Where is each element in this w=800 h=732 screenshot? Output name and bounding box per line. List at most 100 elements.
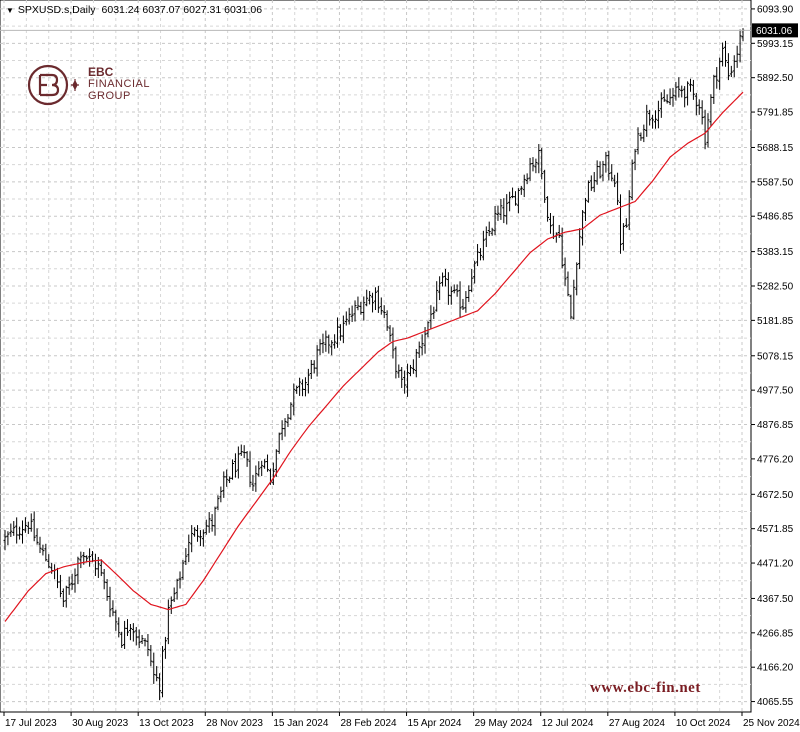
grid-lines: [0, 0, 751, 712]
ohlc-bar: [499, 199, 503, 220]
ohlc-bar: [738, 29, 742, 63]
ohlc-bar: [114, 609, 118, 631]
ohlc-bar: [671, 87, 675, 107]
current-price-label: 6031.06: [756, 26, 793, 37]
logo-line-2: FINANCIAL: [88, 78, 150, 90]
ohlc-bar: [41, 544, 45, 556]
ohlc-bar: [216, 495, 220, 511]
ohlc-bar: [557, 224, 561, 239]
ohlc-bar: [426, 321, 430, 338]
ohlc-bar: [303, 377, 307, 397]
ohlc-bar: [476, 244, 480, 267]
ohlc-bar: [543, 169, 547, 203]
ohlc-bar: [3, 530, 7, 551]
ohlc-bar: [726, 53, 730, 81]
ohlc-bar: [225, 469, 229, 487]
ohlc-bar: [353, 300, 357, 322]
ohlc-bar: [531, 157, 535, 172]
x-tick-label: 27 Aug 2024: [609, 718, 666, 729]
ohlc-bar: [143, 638, 147, 647]
ohlc-bar: [563, 257, 567, 286]
y-tick-label: 4571.85: [757, 524, 794, 535]
ohlc-bar: [201, 529, 205, 547]
ohlc-bar: [449, 286, 453, 305]
ohlc-bar: [458, 281, 462, 318]
ohlc-bar: [359, 301, 363, 315]
ohlc-bar: [336, 317, 340, 348]
ohlc-bar: [406, 363, 410, 397]
ohlc-bar: [274, 449, 278, 477]
ohlc-bar: [411, 359, 415, 374]
y-tick-label: 5892.50: [757, 73, 794, 84]
logo-line-3: GROUP: [88, 90, 131, 102]
ohlc-bar: [546, 196, 550, 222]
ohlc-bar: [38, 536, 42, 554]
collapse-triangle-icon[interactable]: ▼: [6, 6, 14, 15]
ohlc-bar: [210, 514, 214, 532]
ohlc-bar: [67, 576, 71, 595]
ohlc-bar: [169, 596, 173, 614]
ohlc-bar: [540, 148, 544, 180]
price-axis: 6093.90 5993.15 5892.50 5791.85 5688.15 5587.…: [0, 4, 798, 708]
ohlc-bar: [525, 173, 529, 185]
ohlc-bar: [344, 311, 348, 326]
ohlc-bars: [3, 28, 745, 701]
ohlc-bar: [117, 617, 121, 638]
ohlc-bar: [341, 315, 345, 344]
ohlc-bar: [134, 626, 138, 646]
ohlc-bar: [636, 127, 640, 155]
time-axis: 17 Jul 2023 30 Aug 2023 13 Oct 2023 28 Nov …: [3, 712, 800, 729]
ohlc-bar: [280, 420, 284, 441]
y-tick-label: 4367.50: [757, 594, 794, 605]
x-tick-label: 17 Jul 2023: [5, 718, 57, 729]
ohlc-bar: [371, 292, 375, 313]
moving-average-path: [4, 91, 744, 622]
ohlc-bar: [126, 619, 130, 637]
x-tick-label: 15 Jan 2024: [273, 718, 328, 729]
ohlc-bar: [152, 652, 156, 684]
ohlc-bar: [219, 486, 223, 503]
y-tick-label: 5181.85: [757, 316, 794, 327]
ohlc-bar: [403, 370, 407, 394]
ohlc-bar: [435, 281, 439, 312]
y-tick-label: 5993.15: [757, 39, 794, 50]
ohlc-bar: [193, 527, 197, 537]
ohlc-bar: [309, 359, 313, 379]
y-tick-label: 4166.20: [757, 663, 794, 674]
ohlc-bar: [721, 42, 725, 67]
ohlc-bar: [624, 218, 628, 228]
ohlc-bar: [473, 260, 477, 284]
ohlc-bar: [516, 188, 520, 214]
ohlc-bar: [373, 287, 377, 310]
ohlc-bar: [233, 453, 237, 478]
ohlc-bar: [534, 158, 538, 174]
ohlc-bar: [732, 55, 736, 78]
ohlc-bar: [651, 114, 655, 129]
ohlc-bar: [254, 465, 258, 492]
ohlc-bar: [99, 559, 103, 577]
y-tick-label: 5282.50: [757, 281, 794, 292]
ohlc-bar: [196, 525, 200, 542]
ohlc-header: ▼ SPXUSD.s,Daily 6031.24 6037.07 6027.31 6…: [6, 4, 262, 16]
ohlc-bar: [467, 285, 471, 302]
ohlc-bar: [618, 194, 622, 254]
ohlc-bar: [70, 573, 74, 590]
ohlc-bar: [665, 94, 669, 104]
ohlc-bar: [23, 517, 27, 533]
ohlc-bar: [484, 226, 488, 248]
ohlc-bar: [397, 364, 401, 378]
ohlc-bar: [414, 348, 418, 378]
ohlc-bar: [686, 81, 690, 106]
ohlc-bar: [598, 161, 602, 179]
ohlc-bar: [18, 526, 22, 540]
ohlc-bar: [350, 305, 354, 322]
ohlc-bar: [321, 333, 325, 354]
x-tick-label: 28 Nov 2023: [206, 718, 263, 729]
ohlc-bar: [645, 104, 649, 137]
y-tick-label: 4876.85: [757, 420, 794, 431]
symbol-label: SPXUSD.s,Daily: [17, 4, 96, 16]
ohlc-bar: [496, 205, 500, 221]
ohlc-bar: [257, 461, 261, 477]
ohlc-bar: [228, 476, 232, 484]
